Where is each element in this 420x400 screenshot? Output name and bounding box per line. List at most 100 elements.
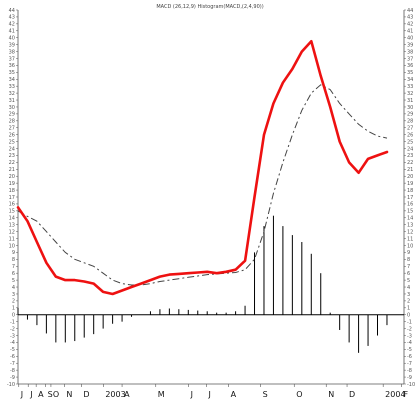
right-y-tick-label: 12 — [407, 229, 413, 235]
right-y-tick-label: -1 — [407, 319, 412, 325]
left-y-tick-label: 31 — [9, 98, 15, 104]
right-y-tick-label: 26 — [407, 132, 413, 138]
x-tick-label: J — [20, 390, 23, 399]
right-y-tick-label: 29 — [407, 112, 413, 118]
left-y-tick-label: 18 — [9, 188, 15, 194]
left-y-ticks: -10-9-8-7-6-5-4-3-2-10123456789101112131… — [7, 8, 18, 388]
right-y-tick-label: -2 — [407, 326, 412, 332]
left-y-tick-label: 25 — [9, 139, 15, 145]
right-y-tick-label: 30 — [407, 105, 413, 111]
right-y-tick-label: 25 — [407, 139, 413, 145]
left-y-tick-label: 5 — [12, 278, 15, 284]
left-y-tick-label: -8 — [10, 368, 15, 374]
x-tick-label: F — [404, 390, 409, 399]
left-y-tick-label: 24 — [9, 146, 15, 152]
right-y-tick-label: 43 — [407, 15, 413, 21]
macd-line-group — [16, 39, 389, 296]
right-y-tick-label: 21 — [407, 167, 413, 173]
right-y-tick-label: 34 — [407, 77, 413, 83]
right-y-tick-label: 14 — [407, 216, 413, 222]
left-y-tick-label: 36 — [9, 63, 15, 69]
left-y-tick-label: 14 — [9, 216, 15, 222]
left-y-tick-label: -7 — [10, 361, 15, 367]
right-y-tick-label: 36 — [407, 63, 413, 69]
x-tick-label: J — [190, 390, 193, 399]
x-tick-label: A — [38, 390, 44, 399]
x-tick-label: J — [207, 390, 210, 399]
left-y-tick-label: 12 — [9, 229, 15, 235]
left-y-tick-label: 8 — [12, 257, 15, 263]
x-tick-label: N — [328, 390, 334, 399]
x-tick-label: A — [231, 390, 237, 399]
left-y-tick-label: 9 — [12, 250, 15, 256]
chart-title: MACD (26,12,9) Histogram(MACD,(2,4,90)) — [156, 4, 263, 10]
right-y-tick-label: 28 — [407, 119, 413, 125]
right-y-tick-label: 24 — [407, 146, 413, 152]
right-y-tick-label: 8 — [407, 257, 410, 263]
right-y-tick-label: 27 — [407, 126, 413, 132]
right-y-tick-label: -8 — [407, 368, 412, 374]
right-y-tick-label: 5 — [407, 278, 410, 284]
right-y-tick-label: 7 — [407, 264, 410, 270]
left-y-tick-label: 38 — [9, 49, 15, 55]
left-y-tick-label: 21 — [9, 167, 15, 173]
right-y-tick-label: 9 — [407, 250, 410, 256]
right-y-tick-label: 38 — [407, 49, 413, 55]
left-y-tick-label: 23 — [9, 153, 15, 159]
left-y-tick-label: 33 — [9, 84, 15, 90]
right-y-tick-label: 42 — [407, 22, 413, 28]
left-y-tick-label: -2 — [10, 326, 15, 332]
left-y-tick-label: 41 — [9, 29, 15, 35]
right-y-tick-label: 16 — [407, 202, 413, 208]
right-y-tick-label: 39 — [407, 42, 413, 48]
right-y-tick-label: 31 — [407, 98, 413, 104]
x-tick-label: D — [83, 390, 89, 399]
right-y-tick-label: -9 — [407, 375, 412, 381]
left-y-tick-label: 27 — [9, 126, 15, 132]
right-y-tick-label: 18 — [407, 188, 413, 194]
x-tick-label: D — [349, 390, 355, 399]
left-y-tick-label: 37 — [9, 56, 15, 62]
right-y-tick-label: -5 — [407, 347, 412, 353]
right-y-tick-label: 41 — [407, 29, 413, 35]
left-y-tick-label: 16 — [9, 202, 15, 208]
right-y-tick-label: 4 — [407, 285, 410, 291]
right-y-ticks: -10-9-8-7-6-5-4-3-2-10123456789101112131… — [404, 8, 415, 388]
left-y-tick-label: 17 — [9, 195, 15, 201]
left-y-tick-label: -5 — [10, 347, 15, 353]
left-y-tick-label: 30 — [9, 105, 15, 111]
left-y-tick-label: 7 — [12, 264, 15, 270]
left-y-tick-label: 22 — [9, 160, 15, 166]
left-y-tick-label: 32 — [9, 91, 15, 97]
right-y-tick-label: 40 — [407, 36, 413, 42]
right-y-tick-label: 33 — [407, 84, 413, 90]
x-tick-label: 2004 — [385, 390, 405, 399]
x-tick-label: M — [158, 390, 165, 399]
x-tick-label: O — [296, 390, 302, 399]
left-y-tick-label: -6 — [10, 354, 15, 360]
x-tick-label: O — [53, 390, 59, 399]
left-y-tick-label: 11 — [9, 236, 15, 242]
left-y-tick-label: 44 — [9, 8, 15, 14]
right-y-tick-label: -7 — [407, 361, 412, 367]
right-y-tick-label: 37 — [407, 56, 413, 62]
left-y-tick-label: 3 — [12, 292, 15, 298]
right-y-tick-label: 23 — [407, 153, 413, 159]
left-y-tick-label: 43 — [9, 15, 15, 21]
right-y-tick-label: -4 — [407, 340, 412, 346]
histogram-bars — [17, 215, 388, 353]
left-y-tick-label: 35 — [9, 70, 15, 76]
right-y-tick-label: 2 — [407, 299, 410, 305]
right-y-tick-label: 22 — [407, 160, 413, 166]
left-y-tick-label: 40 — [9, 36, 15, 42]
left-y-tick-label: 4 — [12, 285, 15, 291]
left-y-tick-label: 6 — [12, 271, 15, 277]
right-y-tick-label: 17 — [407, 195, 413, 201]
left-y-tick-label: -3 — [10, 333, 15, 339]
x-tick-label: A — [124, 390, 130, 399]
x-tick-label: J — [29, 390, 32, 399]
right-y-tick-label: 6 — [407, 271, 410, 277]
